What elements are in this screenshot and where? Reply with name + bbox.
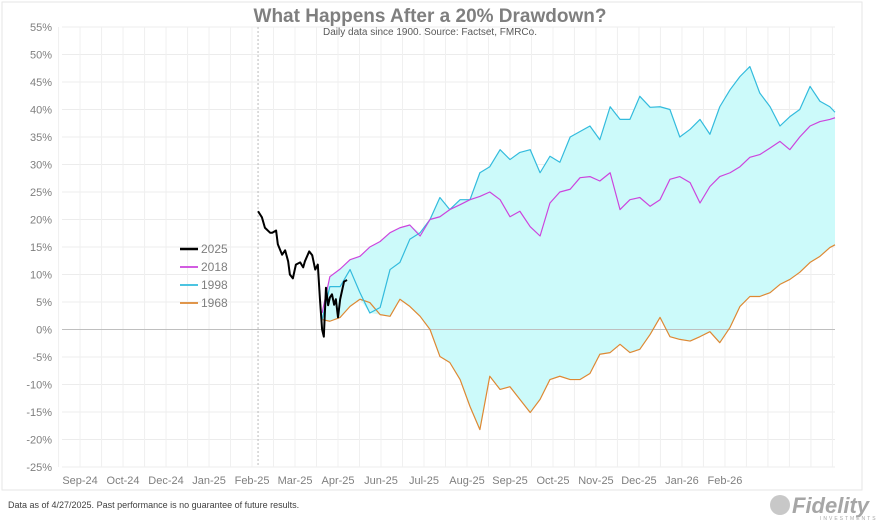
logo-subtext: INVESTMENTS <box>820 516 878 522</box>
y-tick-label: 55% <box>30 22 52 34</box>
chart-subtitle: Daily data since 1900. Source: Factset, … <box>323 27 537 38</box>
x-tick-label: Feb-26 <box>708 475 743 487</box>
chart-border <box>1 1 863 491</box>
x-tick-label: Jan-26 <box>665 475 699 487</box>
x-tick-label: Oct-25 <box>536 475 569 487</box>
x-axis-ticks: Sep-24 Oct-24 Dec-24 Jan-25 Feb-25 Mar-25 Apr-… <box>62 475 742 487</box>
legend-label: 1998 <box>201 278 228 292</box>
y-tick-label: -20% <box>26 435 52 447</box>
legend-label: 2018 <box>201 260 228 274</box>
fidelity-logo: Fidelity INVESTMENTS <box>770 493 878 522</box>
x-tick-label: Oct-24 <box>107 475 140 487</box>
y-tick-label: 20% <box>30 215 52 227</box>
y-tick-label: 45% <box>30 77 52 89</box>
y-tick-label: 40% <box>30 105 52 117</box>
series-line-2025 <box>257 210 348 338</box>
legend-item-2018: 2018 <box>180 260 228 274</box>
shaded-band <box>322 66 835 430</box>
logo-emblem-icon <box>770 495 790 515</box>
legend-item-1998: 1998 <box>180 278 228 292</box>
x-tick-label: Aug-25 <box>449 475 484 487</box>
y-tick-label: 15% <box>30 242 52 254</box>
y-tick-label: 25% <box>30 187 52 199</box>
legend-item-2025: 2025 <box>180 242 228 256</box>
legend-label: 1968 <box>201 296 228 310</box>
x-tick-label: Sep-25 <box>492 475 527 487</box>
x-tick-label: Mar-25 <box>278 475 313 487</box>
x-tick-label: Apr-25 <box>321 475 354 487</box>
y-tick-label: -15% <box>26 407 52 419</box>
y-tick-label: -25% <box>26 462 52 474</box>
logo-text: Fidelity <box>792 493 871 518</box>
series-line-2018 <box>321 117 836 314</box>
legend: 2025 2018 1998 1968 <box>180 242 228 310</box>
series-layer <box>257 65 836 431</box>
y-tick-label: 35% <box>30 132 52 144</box>
x-tick-label: Jan-25 <box>192 475 226 487</box>
y-tick-label: 5% <box>36 297 52 309</box>
y-tick-label: 50% <box>30 50 52 62</box>
footer-disclaimer: Data as of 4/27/2025. Past performance i… <box>8 500 299 510</box>
x-tick-label: Jul-25 <box>409 475 439 487</box>
y-axis-ticks: 55% 50% 45% 40% 35% 30% 25% 20% 15% 10% 5% 0% -5% -10… <box>26 22 52 474</box>
x-tick-label: Jun-25 <box>364 475 398 487</box>
x-tick-label: Dec-25 <box>621 475 656 487</box>
series-line-1968 <box>321 244 836 431</box>
chart-title: What Happens After a 20% Drawdown? <box>254 6 607 27</box>
series-line-1998 <box>321 65 836 320</box>
y-tick-label: 0% <box>36 325 52 337</box>
legend-item-1968: 1968 <box>180 296 228 310</box>
y-tick-label: -10% <box>26 380 52 392</box>
legend-label: 2025 <box>201 242 228 256</box>
x-tick-label: Feb-25 <box>235 475 270 487</box>
y-tick-label: 10% <box>30 270 52 282</box>
x-tick-label: Sep-24 <box>62 475 97 487</box>
y-tick-label: -5% <box>32 352 52 364</box>
y-tick-label: 30% <box>30 160 52 172</box>
x-tick-label: Dec-24 <box>148 475 183 487</box>
x-tick-label: Nov-25 <box>578 475 613 487</box>
